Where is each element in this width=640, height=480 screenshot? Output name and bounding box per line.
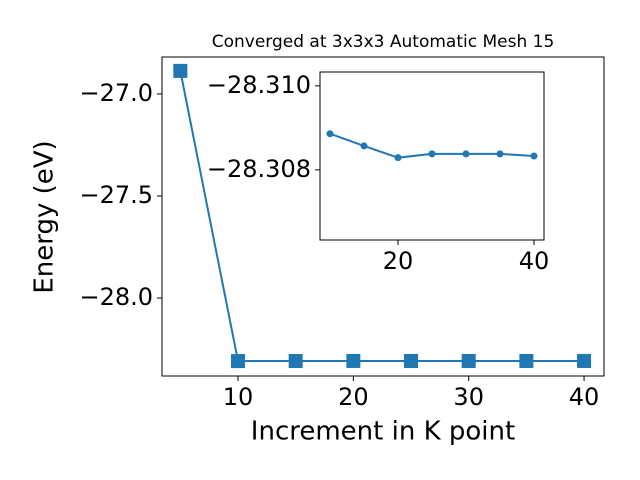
- series-line: [179, 70, 585, 363]
- axes-frame: [319, 71, 545, 241]
- y-tick-label: −28.308: [207, 155, 311, 183]
- marker: [360, 142, 368, 150]
- marker: [326, 130, 334, 138]
- x-tick-label: 10: [223, 383, 254, 411]
- y-tick-label: −27.0: [79, 79, 153, 107]
- y-tick-label: −27.5: [79, 181, 153, 209]
- marker: [346, 353, 361, 368]
- x-tick-label: 40: [519, 247, 550, 275]
- marker: [461, 353, 476, 368]
- marker: [530, 152, 538, 160]
- y-axis-label: Energy (eV): [30, 140, 60, 293]
- marker: [231, 354, 246, 369]
- marker: [404, 353, 419, 368]
- marker: [577, 353, 592, 368]
- marker: [496, 150, 504, 158]
- x-tick-label: 30: [453, 383, 484, 411]
- marker: [288, 354, 303, 369]
- marker: [394, 154, 402, 162]
- x-tick-label: 20: [383, 247, 414, 275]
- marker: [519, 353, 534, 368]
- marker: [173, 63, 188, 78]
- marker: [462, 150, 470, 158]
- marker: [428, 150, 436, 158]
- chart-title: Converged at 3x3x3 Automatic Mesh 15: [212, 32, 555, 52]
- axes-frame: [161, 56, 605, 377]
- x-axis-label: Increment in K point: [251, 417, 515, 447]
- x-tick-label: 20: [338, 383, 369, 411]
- y-tick-label: −28.0: [79, 283, 153, 311]
- x-tick-label: 40: [569, 383, 600, 411]
- y-tick-label: −28.310: [207, 71, 311, 99]
